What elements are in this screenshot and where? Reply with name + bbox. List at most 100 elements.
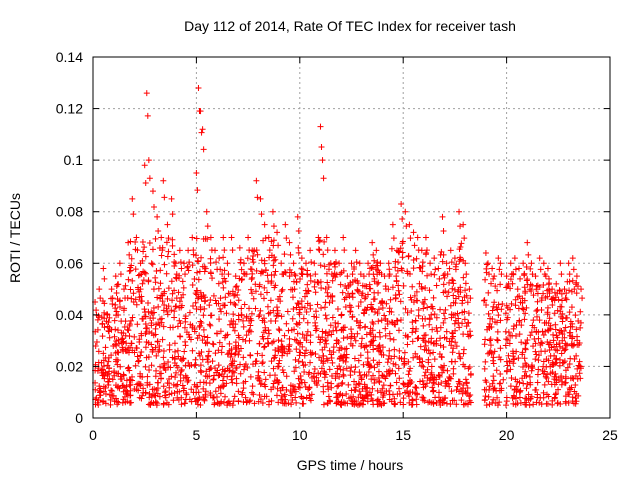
data-point: [261, 319, 268, 326]
data-point: [366, 271, 373, 278]
data-point: [189, 347, 196, 354]
data-point: [560, 359, 567, 366]
data-point: [259, 399, 266, 406]
data-point: [496, 387, 503, 394]
x-axis-ticks: 0 5 10 15 20 25: [89, 57, 618, 443]
data-point: [368, 301, 375, 308]
data-point: [361, 283, 368, 290]
data-point: [241, 271, 248, 278]
data-point: [247, 265, 254, 272]
data-point: [223, 310, 230, 317]
data-point: [191, 362, 198, 369]
data-point: [564, 341, 571, 348]
data-point: [279, 384, 286, 391]
data-point: [503, 368, 510, 375]
data-point: [410, 229, 417, 236]
data-point: [163, 305, 170, 312]
data-point: [257, 195, 264, 202]
data-point: [227, 299, 234, 306]
data-point: [351, 378, 358, 385]
data-point: [288, 269, 295, 276]
data-point: [303, 260, 310, 267]
data-point: [274, 229, 281, 236]
data-point: [426, 398, 433, 405]
data-point: [351, 266, 358, 273]
data-point: [396, 347, 403, 354]
data-point: [201, 298, 208, 305]
data-point: [189, 302, 196, 309]
data-point: [172, 303, 179, 310]
data-point: [459, 297, 466, 304]
data-point: [495, 301, 502, 308]
data-point: [201, 305, 208, 312]
data-point: [244, 255, 251, 262]
data-point: [181, 324, 188, 331]
data-point: [362, 323, 369, 330]
data-point: [335, 382, 342, 389]
data-point: [126, 377, 133, 384]
data-point: [182, 271, 189, 278]
data-point: [340, 399, 347, 406]
data-point: [544, 327, 551, 334]
data-point: [554, 290, 561, 297]
data-point: [410, 257, 417, 264]
data-point: [321, 374, 328, 381]
data-point: [562, 379, 569, 386]
data-point: [307, 277, 314, 284]
data-point: [286, 348, 293, 355]
data-point: [144, 112, 151, 119]
data-point: [138, 271, 145, 278]
data-point: [176, 298, 183, 305]
data-point: [425, 338, 432, 345]
data-point: [177, 333, 184, 340]
data-point: [395, 365, 402, 372]
data-point: [557, 327, 564, 334]
data-point: [454, 288, 461, 295]
data-point: [422, 342, 429, 349]
data-point: [538, 306, 545, 313]
data-point: [133, 345, 140, 352]
data-point: [253, 358, 260, 365]
data-point: [317, 123, 324, 130]
data-point: [312, 327, 319, 334]
data-point: [322, 330, 329, 337]
data-point: [316, 247, 323, 254]
data-point: [510, 350, 517, 357]
data-point: [199, 126, 206, 133]
data-point: [278, 313, 285, 320]
data-point: [201, 397, 208, 404]
data-point: [354, 277, 361, 284]
data-point: [548, 344, 555, 351]
data-point: [404, 309, 411, 316]
data-point: [178, 265, 185, 272]
data-point: [324, 247, 331, 254]
data-point: [494, 336, 501, 343]
data-point: [212, 297, 219, 304]
data-point: [517, 299, 524, 306]
data-point: [253, 267, 260, 274]
data-point: [494, 287, 501, 294]
data-point: [105, 327, 112, 334]
data-point: [507, 383, 514, 390]
data-point: [374, 401, 381, 408]
data-point: [186, 363, 193, 370]
data-point: [133, 301, 140, 308]
data-point: [98, 369, 105, 376]
data-point: [448, 259, 455, 266]
data-point: [161, 194, 168, 201]
data-point: [240, 354, 247, 361]
data-point: [192, 356, 199, 363]
data-point: [262, 324, 269, 331]
data-point: [101, 309, 108, 316]
data-point: [150, 399, 157, 406]
data-point: [559, 297, 566, 304]
data-point: [533, 283, 540, 290]
data-point: [523, 385, 530, 392]
data-point: [412, 317, 419, 324]
data-point: [177, 371, 184, 378]
data-point: [422, 234, 429, 241]
data-point: [460, 346, 467, 353]
data-point: [503, 302, 510, 309]
data-point: [546, 315, 553, 322]
data-point: [568, 304, 575, 311]
